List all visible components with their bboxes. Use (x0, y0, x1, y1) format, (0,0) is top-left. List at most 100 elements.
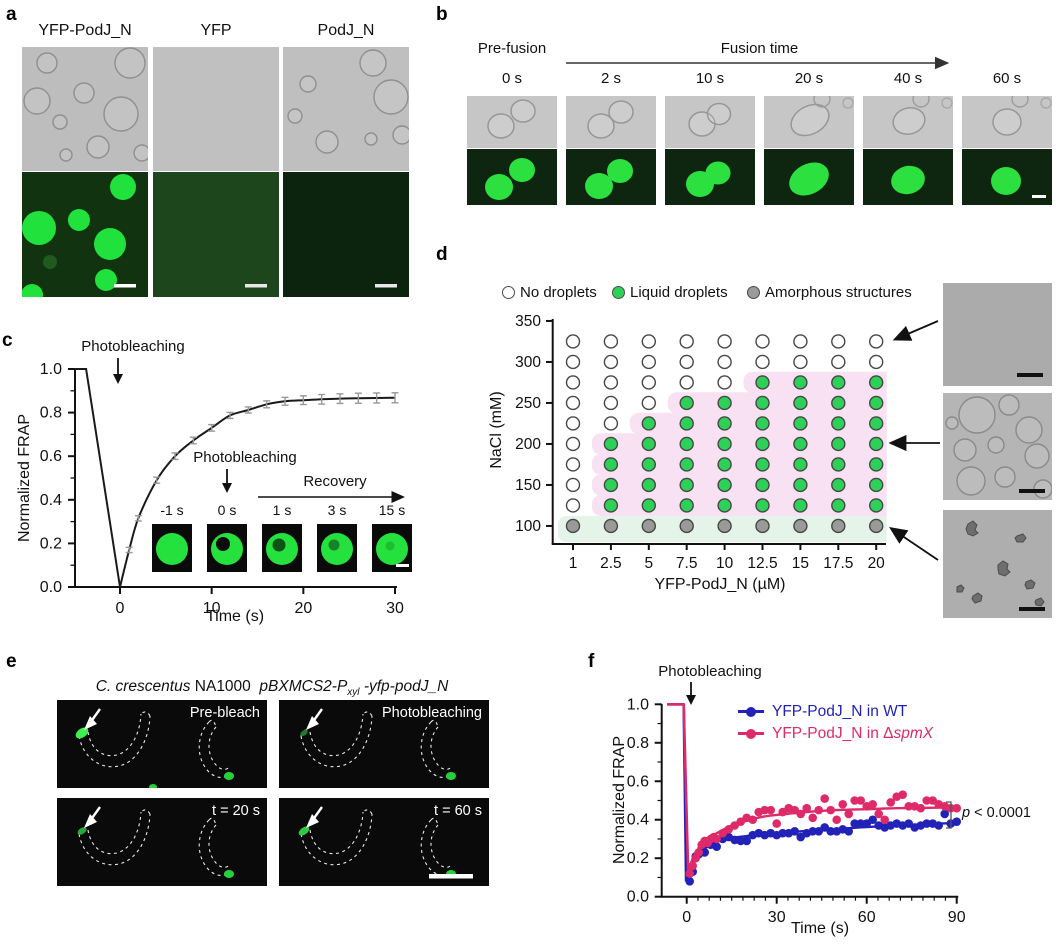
svg-text:20: 20 (294, 600, 312, 617)
legend-amorphous: Amorphous structures (747, 284, 912, 301)
cell-frame-1: Photobleaching (279, 700, 489, 788)
f-x-axis-title: Time (s) (790, 920, 850, 937)
svg-text:20: 20 (868, 555, 886, 572)
svg-text:1.0: 1.0 (627, 696, 649, 713)
scale-bar (429, 874, 473, 879)
svg-text:0.8: 0.8 (40, 405, 62, 422)
c-photobleaching-label: Photobleaching (81, 338, 185, 355)
cell-frame-label: Pre-bleach (189, 705, 260, 721)
fusion-frame-2 (665, 96, 755, 205)
svg-text:0.0: 0.0 (627, 889, 649, 906)
cell-frame-label: t = 20 s (212, 803, 260, 819)
svg-text:30: 30 (768, 909, 786, 926)
svg-text:7.5: 7.5 (676, 555, 698, 572)
timepoint-label-0: 0 s (501, 70, 522, 87)
svg-text:0.8: 0.8 (627, 735, 649, 752)
svg-text:100: 100 (515, 518, 541, 535)
panel-d-letter: d (436, 244, 448, 265)
scale-bar (1032, 195, 1046, 198)
fusion-frame-0 (467, 96, 557, 205)
scale-bar (245, 284, 267, 288)
svg-text:5: 5 (644, 555, 653, 572)
svg-text:150: 150 (515, 477, 541, 494)
photobleaching-arrow (113, 358, 123, 384)
svg-text:15: 15 (792, 555, 809, 572)
svg-text:250: 250 (515, 395, 541, 412)
svg-text:350: 350 (515, 313, 541, 330)
svg-text:90: 90 (948, 909, 966, 926)
svg-text:10: 10 (203, 600, 221, 617)
panel-c-letter: c (2, 330, 13, 351)
amorphous-swatch (747, 286, 760, 299)
svg-text:1: 1 (569, 555, 578, 572)
panel-a-title-podj: PodJ_N (317, 22, 375, 39)
panel-a-letter: a (6, 4, 17, 25)
svg-text:0.0: 0.0 (40, 579, 62, 596)
f-photobleaching-label: Photobleaching (658, 663, 762, 680)
panel-e-title: C. crescentus NA1000 pBXMCS2-Pxyl -yfp-p… (95, 678, 449, 699)
scale-bar (1019, 607, 1045, 611)
timepoint-label-5: 60 s (992, 70, 1022, 87)
liquid-droplets-micrograph (943, 393, 1052, 500)
dspmx-series-marker (738, 728, 764, 739)
svg-text:10: 10 (716, 555, 734, 572)
frap-chart-invivo: 0 30 60 90 0.0 0.2 0.4 0.6 0.8 1.0 (627, 696, 966, 926)
c-x-axis-title: Time (s) (205, 608, 265, 625)
scale-bar (396, 564, 409, 567)
scale-bar (114, 284, 136, 288)
c-inset-time-3: 3 s (327, 502, 347, 518)
legend-liquid-droplets: Liquid droplets (612, 284, 728, 301)
svg-text:0.4: 0.4 (627, 812, 649, 829)
c-recovery-label: Recovery (303, 473, 367, 490)
c-inset-time-4: 15 s (378, 502, 406, 518)
scale-bar (1017, 373, 1043, 377)
photobleaching-arrow (686, 682, 696, 705)
f-legend-dspmx: YFP-PodJ_N in ΔspmX (738, 723, 933, 744)
fusion-time-arrow (566, 56, 950, 70)
fusion-time-label: Fusion time (720, 40, 799, 57)
wt-series-marker (738, 706, 764, 717)
dic-image-podj (283, 47, 409, 171)
svg-text:12.5: 12.5 (747, 555, 777, 572)
timepoint-label-1: 2 s (600, 70, 621, 87)
cell-frame-3: t = 60 s (279, 798, 489, 886)
inset-photobleaching-arrow (222, 469, 232, 493)
no-droplets-swatch (502, 286, 515, 299)
legend-no-droplets: No droplets (502, 284, 597, 301)
fusion-frame-1 (566, 96, 656, 205)
panel-f-letter: f (588, 651, 595, 672)
svg-text:0.6: 0.6 (627, 773, 649, 790)
svg-text:0.6: 0.6 (40, 448, 62, 465)
c-inset-time-2: 1 s (272, 502, 292, 518)
svg-text:1.0: 1.0 (40, 361, 62, 378)
frap-chart-invitro: 0 10 20 30 0.0 0.2 0.4 0.6 0.8 1.0 (40, 361, 404, 617)
cell-frame-label: Photobleaching (382, 705, 482, 721)
d-y-axis-title: NaCl (mM) (488, 391, 505, 469)
cell-frame-0: Pre-bleach (57, 700, 267, 788)
svg-text:0: 0 (682, 909, 691, 926)
no-droplets-micrograph (943, 283, 1052, 386)
scale-bar (375, 284, 397, 288)
fusion-frame-5 (962, 96, 1052, 205)
c-inset-time-0: -1 s (160, 502, 184, 518)
fluor-image-yfp-podj (22, 172, 148, 297)
amorphous-micrograph (943, 510, 1052, 618)
svg-text:300: 300 (515, 354, 541, 371)
svg-text:0.4: 0.4 (40, 492, 62, 509)
fusion-frame-4 (863, 96, 953, 205)
panel-b-letter: b (436, 4, 448, 25)
d-x-axis-title: YFP-PodJ_N (µM) (654, 576, 786, 593)
c-y-axis-title: Normalized FRAP (16, 413, 33, 543)
recovery-arrow (258, 491, 405, 503)
timepoint-label-2: 10 s (695, 70, 725, 87)
dic-image-yfp-podj (22, 47, 148, 171)
fluor-image-podj (283, 172, 409, 297)
svg-text:200: 200 (515, 436, 541, 453)
svg-text:0.2: 0.2 (627, 850, 649, 867)
svg-text:30: 30 (386, 600, 404, 617)
f-y-axis-title: Normalized FRAP (611, 735, 628, 865)
dic-image-yfp (153, 47, 279, 171)
frap-inset-images (152, 524, 412, 572)
